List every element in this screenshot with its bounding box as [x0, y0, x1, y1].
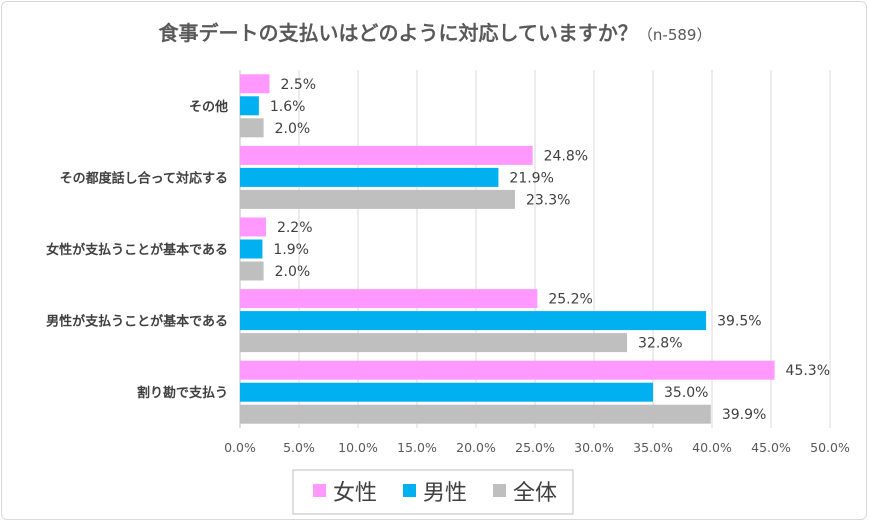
chart-title-group: 食事デートの支払いはどのように対応していますか？（n-589） [159, 21, 712, 45]
category-label: その都度話し合って対応する [60, 170, 228, 186]
x-tick-label: 35.0% [633, 440, 673, 455]
bar-女性 [240, 289, 538, 309]
data-label: 21.9% [509, 170, 553, 186]
bar-全体 [240, 189, 515, 209]
bar-男性 [240, 382, 653, 402]
bar-全体 [240, 333, 628, 353]
category-label: 割り勘で支払う [137, 385, 228, 401]
bar-女性 [240, 217, 266, 237]
data-label: 23.3% [526, 192, 570, 208]
data-label: 25.2% [548, 292, 592, 308]
chart-title: 食事デートの支払いはどのように対応していますか？ [159, 21, 638, 45]
bar-男性 [240, 96, 259, 116]
chart-subtitle: （n-589） [638, 26, 712, 44]
bar-女性 [240, 360, 775, 380]
data-label: 35.0% [664, 385, 708, 401]
category-label: 女性が支払うことが基本である [46, 242, 228, 258]
x-tick-label: 10.0% [338, 440, 378, 455]
x-tick-label: 5.0% [283, 440, 315, 455]
x-tick-label: 25.0% [515, 440, 555, 455]
data-label: 39.5% [717, 314, 761, 330]
bar-全体 [240, 404, 711, 424]
data-label: 2.2% [277, 220, 313, 236]
x-tick-label: 15.0% [397, 440, 437, 455]
bar-男性 [240, 239, 263, 259]
x-tick-label: 30.0% [574, 440, 614, 455]
data-label: 1.9% [273, 242, 309, 258]
legend-swatch-男性 [403, 484, 416, 497]
bar-男性 [240, 167, 499, 187]
x-tick-label: 40.0% [692, 440, 732, 455]
legend-label: 男性 [423, 481, 467, 506]
x-tick-label: 50.0% [810, 440, 850, 455]
category-label: 男性が支払うことが基本である [46, 314, 228, 330]
data-label: 45.3% [786, 363, 830, 379]
legend-box [292, 469, 574, 515]
bar-女性 [240, 145, 533, 165]
category-label: その他 [189, 99, 228, 115]
data-label: 39.9% [722, 407, 766, 423]
x-tick-label: 45.0% [751, 440, 791, 455]
data-label: 2.0% [275, 264, 311, 280]
bar-全体 [240, 261, 264, 281]
legend-label: 全体 [513, 481, 557, 506]
data-label: 2.0% [275, 121, 311, 137]
legend-label: 女性 [333, 481, 377, 506]
legend-swatch-全体 [493, 484, 506, 497]
x-tick-label: 20.0% [456, 440, 496, 455]
x-tick-label: 0.0% [224, 440, 256, 455]
data-label: 24.8% [544, 148, 588, 164]
bar-男性 [240, 311, 707, 331]
bar-全体 [240, 118, 264, 138]
legend-swatch-女性 [313, 484, 326, 497]
bar-女性 [240, 74, 270, 94]
data-label: 32.8% [638, 336, 682, 352]
data-label: 2.5% [281, 77, 317, 93]
data-label: 1.6% [270, 99, 306, 115]
